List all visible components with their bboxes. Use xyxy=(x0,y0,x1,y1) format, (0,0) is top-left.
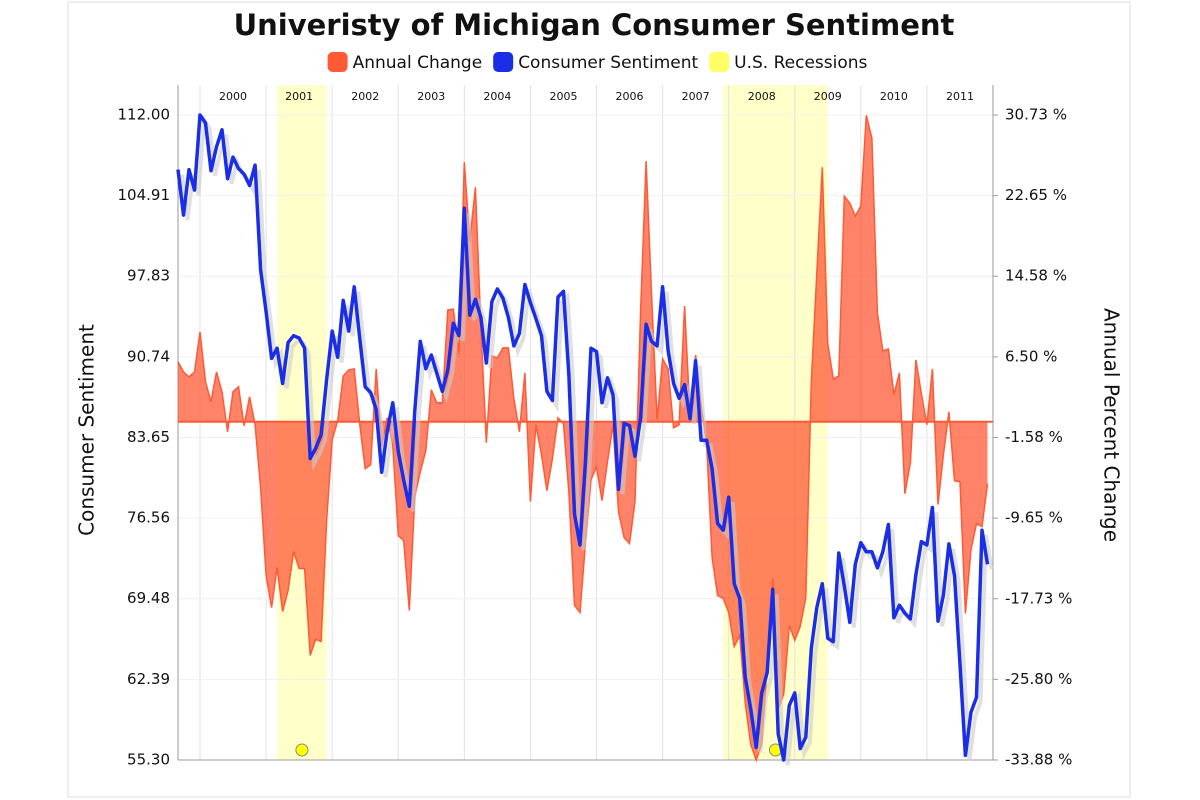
y2-tick-label: -33.88 % xyxy=(1005,751,1072,769)
x-tick-label: 2006 xyxy=(616,90,644,103)
x-tick-label: 2009 xyxy=(814,90,842,103)
x-tick-label: 2007 xyxy=(682,90,710,103)
legend-swatch xyxy=(493,52,514,72)
y-tick-label: 90.74 xyxy=(127,347,170,365)
x-tick-label: 2002 xyxy=(351,90,379,103)
x-tick-label: 2005 xyxy=(549,90,577,103)
legend-swatch xyxy=(327,52,348,72)
chart-title: Univeristy of Michigan Consumer Sentimen… xyxy=(234,8,955,42)
y-tick-label: 112.00 xyxy=(118,106,171,124)
y2-tick-label: 22.65 % xyxy=(1005,186,1067,204)
line xyxy=(176,113,990,762)
y2-tick-label: -9.65 % xyxy=(1005,509,1063,527)
x-tick-label: 2001 xyxy=(285,90,313,103)
legend-label: U.S. Recessions xyxy=(734,53,867,73)
x-tick-label: 2010 xyxy=(880,90,908,103)
y2-tick-label: -1.58 % xyxy=(1005,428,1063,446)
y-tick-label: 97.83 xyxy=(127,267,170,285)
legend-swatch xyxy=(709,52,730,72)
y-axis-title: Consumer Sentiment xyxy=(75,324,99,536)
y2-tick-label: 6.50 % xyxy=(1005,347,1057,365)
y2-axis-title: Annual Percent Change xyxy=(1100,308,1124,542)
y-tick-label: 69.48 xyxy=(127,589,170,607)
y2-tick-label: -17.73 % xyxy=(1005,589,1072,607)
y-tick-label: 76.56 xyxy=(127,509,170,527)
y-tick-label: 83.65 xyxy=(127,428,170,446)
area xyxy=(178,115,988,761)
frame xyxy=(67,1,1131,798)
y2-tick-label: 14.58 % xyxy=(1005,267,1067,285)
area-edge xyxy=(177,115,989,763)
legend-label: Consumer Sentiment xyxy=(518,53,698,73)
x-tick-label: 2008 xyxy=(748,90,776,103)
x-tick-label: 2000 xyxy=(219,90,247,103)
y-tick-label: 104.91 xyxy=(118,186,171,204)
y-tick-label: 62.39 xyxy=(127,670,170,688)
y2-tick-label: 30.73 % xyxy=(1005,106,1067,124)
recession-marker xyxy=(295,743,309,757)
x-tick-label: 2003 xyxy=(417,90,445,103)
y-tick-label: 55.30 xyxy=(127,751,170,769)
legend-label: Annual Change xyxy=(353,53,483,73)
x-tick-label: 2004 xyxy=(483,90,511,103)
x-tick-label: 2011 xyxy=(946,90,974,103)
line-shadow xyxy=(180,114,994,766)
y2-tick-label: -25.80 % xyxy=(1005,670,1072,688)
